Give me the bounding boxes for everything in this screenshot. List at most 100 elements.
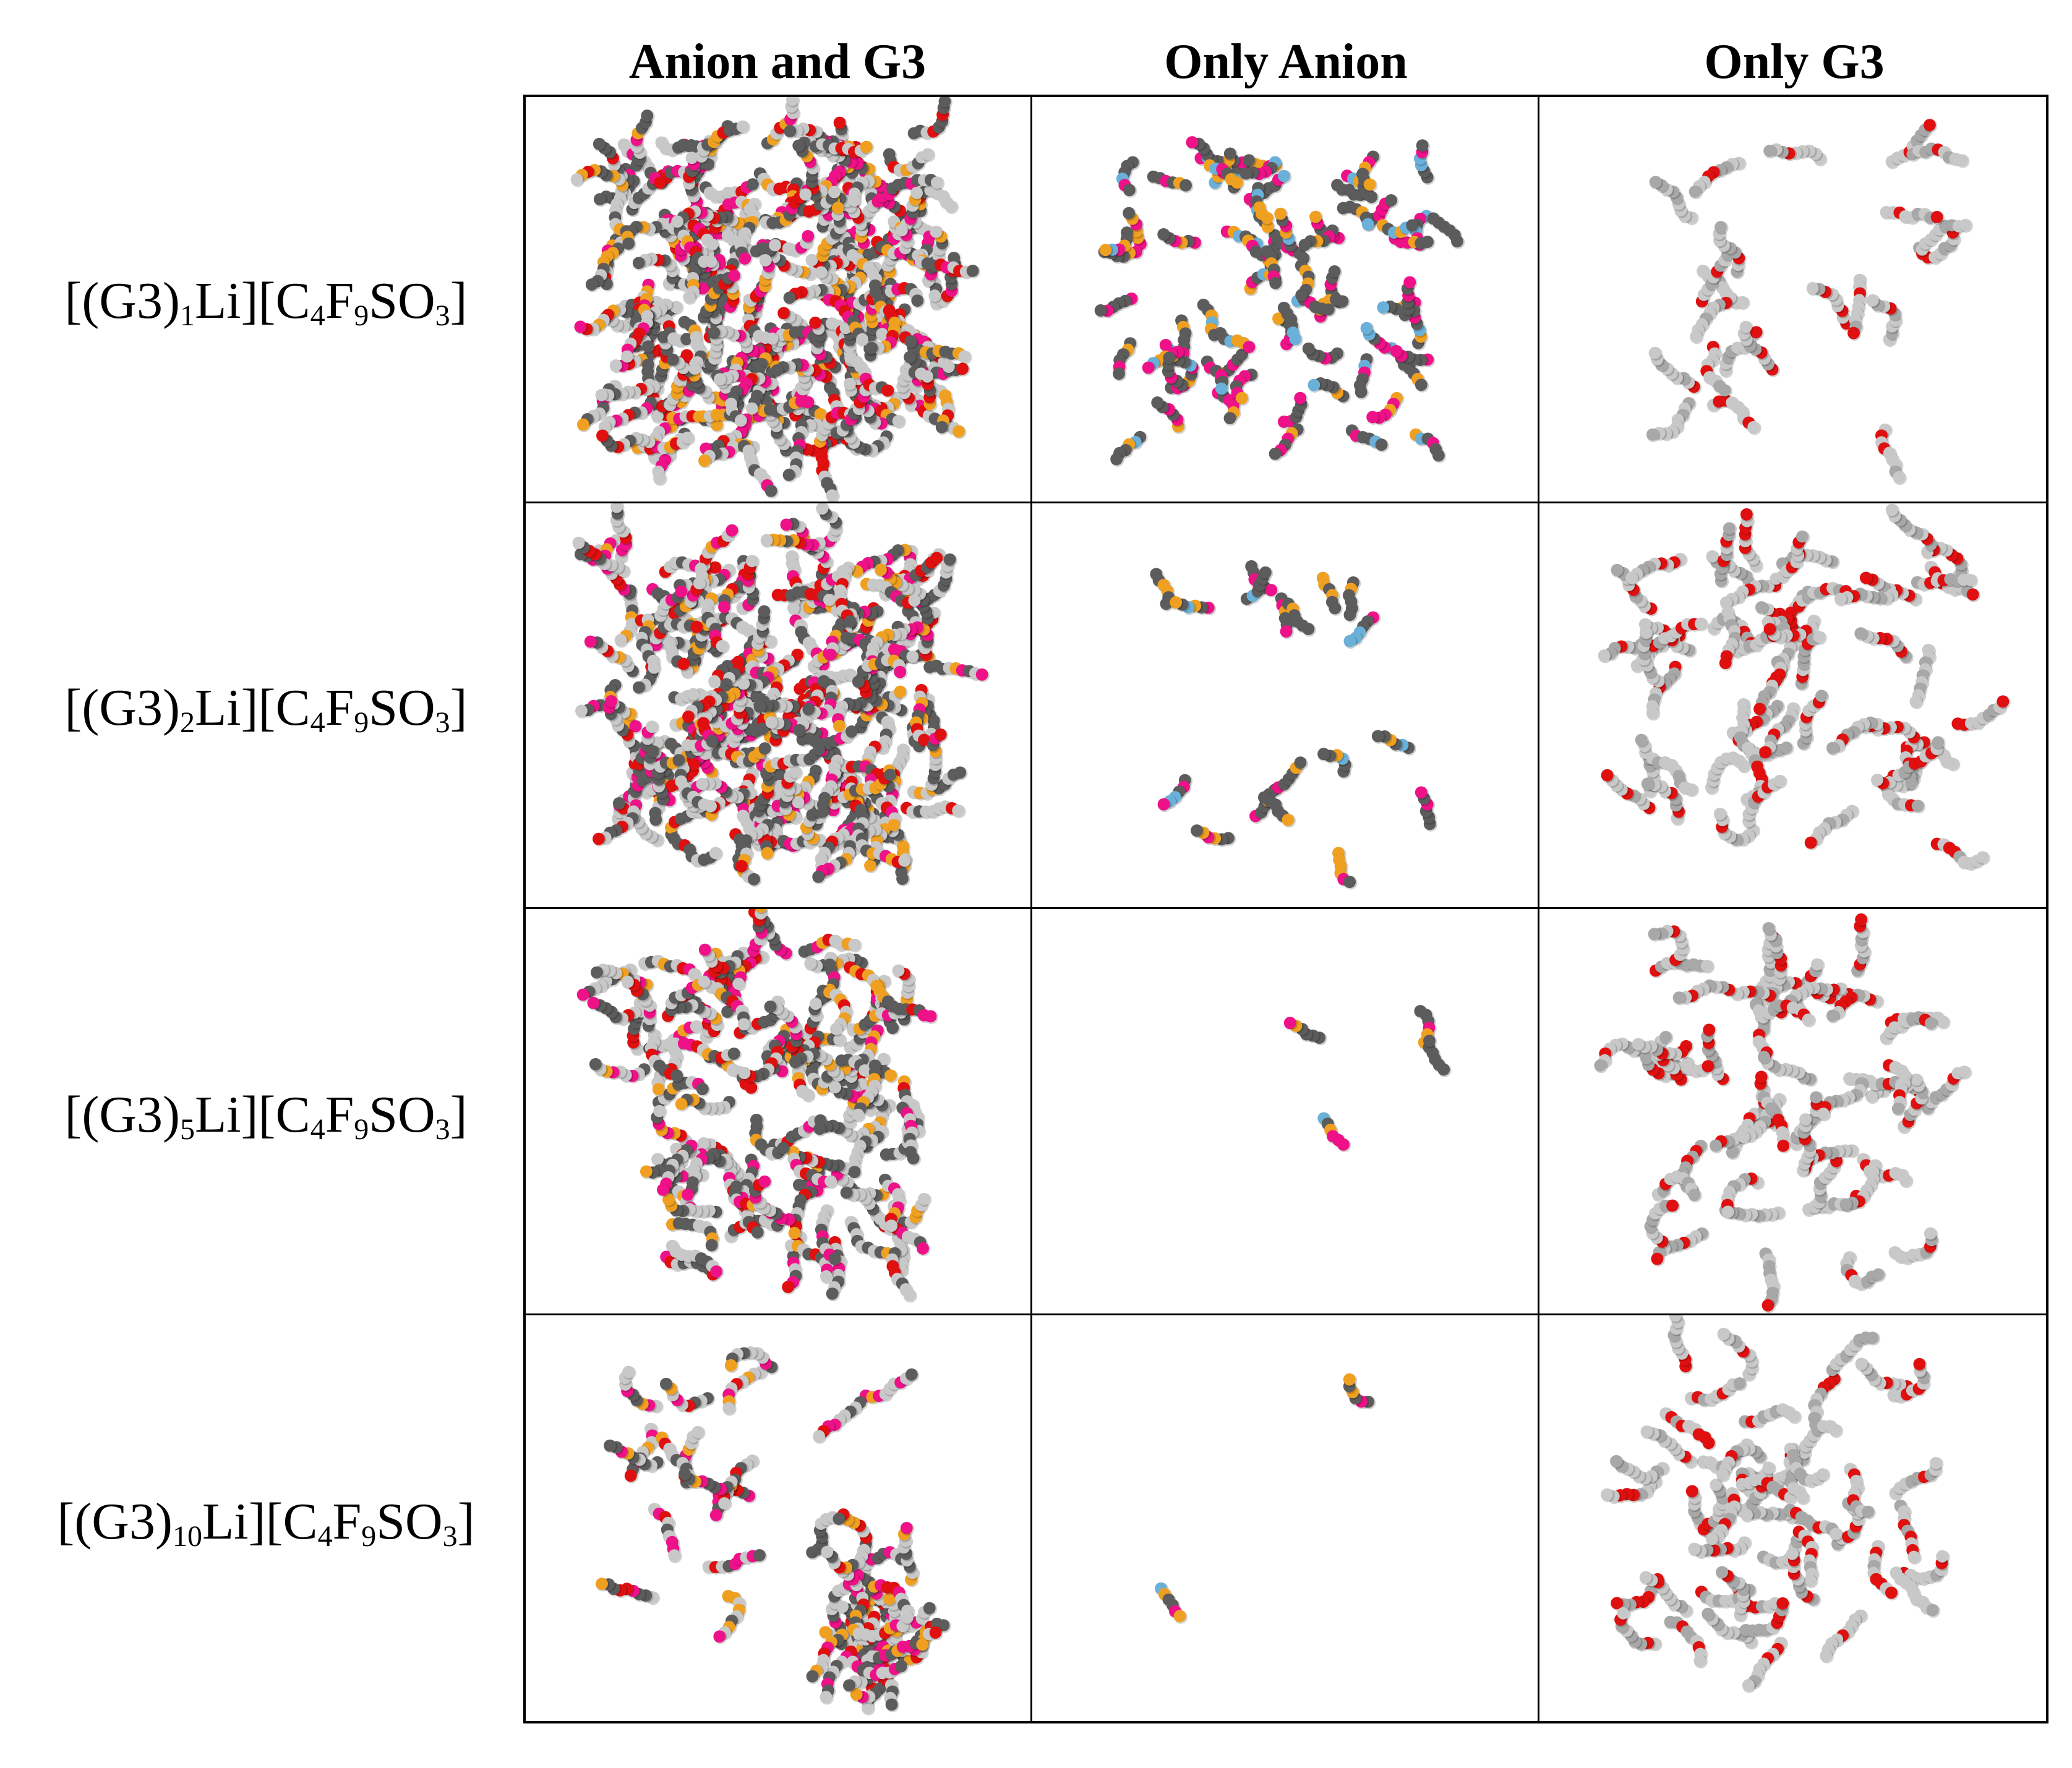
atom-sphere: [1329, 265, 1341, 278]
atom-sphere: [714, 373, 726, 386]
atom-sphere: [809, 317, 822, 329]
atom-sphere: [620, 350, 633, 363]
atom-sphere: [709, 561, 722, 574]
atom-sphere: [745, 402, 758, 415]
atom-sphere: [671, 215, 684, 228]
atom-sphere: [669, 301, 682, 314]
atom-sphere: [1239, 167, 1252, 180]
atom-sphere: [938, 97, 951, 108]
atom-sphere: [585, 278, 598, 291]
atom-sphere: [1377, 301, 1390, 314]
atom-sphere: [1163, 351, 1176, 364]
molecular-snapshot-icon: [1095, 136, 1465, 467]
atom-sphere: [706, 238, 719, 251]
atom-sphere: [734, 414, 747, 427]
atom-sphere: [1123, 207, 1136, 220]
atom-sphere: [764, 484, 777, 497]
atom-sphere: [708, 327, 721, 340]
atom-sphere: [1179, 179, 1192, 192]
atom-sphere: [1224, 147, 1237, 160]
atom-sphere: [783, 291, 796, 304]
atom-sphere: [769, 239, 782, 252]
atom-sphere: [799, 188, 812, 201]
atom-sphere: [698, 455, 711, 467]
atom-sphere: [759, 254, 772, 267]
atom-sphere: [1866, 294, 1879, 307]
row-label-g3-5: [(G3)5Li][C4F9SO3]: [64, 1086, 468, 1146]
atom-sphere: [738, 252, 751, 265]
atom-sphere: [771, 364, 784, 377]
atom-sphere: [1959, 218, 1972, 231]
atom-sphere: [1099, 244, 1112, 257]
atom-sphere: [904, 351, 917, 364]
atom-sphere: [1123, 184, 1136, 197]
atom-sphere: [881, 384, 894, 397]
atom-sphere: [711, 419, 723, 432]
atom-sphere: [782, 469, 795, 481]
atom-sphere: [576, 418, 589, 431]
atom-sphere: [641, 109, 654, 122]
column-header-only-anion: Only Anion: [1164, 35, 1408, 89]
atom-sphere: [680, 349, 693, 362]
atom-sphere: [935, 421, 948, 433]
atom-sphere: [1308, 378, 1321, 391]
panel-g3-1-only-g3: [1539, 97, 2046, 503]
atom-sphere: [1231, 176, 1244, 189]
atom-sphere: [1294, 391, 1307, 404]
atom-sphere: [844, 377, 856, 390]
atom-sphere: [921, 370, 934, 383]
atom-sphere: [629, 719, 642, 732]
atom-sphere: [1365, 190, 1378, 203]
column-header-only-g3: Only G3: [1704, 35, 1885, 89]
atom-sphere: [681, 431, 694, 444]
atom-sphere: [651, 409, 664, 422]
atom-sphere: [1278, 169, 1291, 182]
panel-g3-2-anion-and-g3: [526, 503, 1033, 909]
atom-sphere: [1385, 194, 1398, 207]
atom-sphere: [632, 257, 645, 270]
atom-sphere: [1243, 341, 1256, 353]
atom-sphere: [1714, 221, 1727, 234]
atom-sphere: [956, 362, 969, 375]
atom-sphere: [954, 766, 967, 779]
atom-sphere: [833, 116, 846, 129]
atom-sphere: [653, 472, 666, 485]
atom-sphere: [1298, 239, 1311, 251]
atom-sphere: [728, 269, 740, 282]
molecular-snapshot-icon: [1646, 119, 1973, 485]
atom-sphere: [1322, 303, 1335, 316]
snapshot-grid: [523, 95, 2048, 1723]
atom-sphere: [593, 193, 606, 206]
atom-sphere: [1451, 235, 1464, 248]
atom-sphere: [1262, 220, 1275, 233]
atom-sphere: [802, 396, 815, 409]
atom-sphere: [921, 148, 934, 161]
atom-sphere: [574, 320, 587, 333]
atom-sphere: [777, 307, 790, 320]
atom-sphere: [736, 120, 749, 133]
atom-sphere: [942, 361, 955, 374]
atom-sphere: [680, 333, 693, 346]
atom-sphere: [910, 187, 923, 199]
atom-sphere: [930, 225, 943, 238]
atom-sphere: [958, 350, 971, 363]
atom-sphere: [667, 353, 679, 366]
atom-sphere: [792, 139, 805, 152]
atom-sphere: [747, 178, 759, 190]
atom-sphere: [786, 97, 798, 106]
atom-sphere: [685, 152, 698, 164]
atom-sphere: [1151, 396, 1164, 409]
atom-sphere: [826, 489, 839, 502]
atom-sphere: [1689, 330, 1702, 343]
atom-sphere: [1806, 282, 1819, 294]
atom-sphere: [860, 140, 873, 153]
row-label-g3-2: [(G3)2Li][C4F9SO3]: [64, 679, 468, 739]
atom-sphere: [1295, 289, 1308, 302]
atom-sphere: [609, 359, 622, 372]
atom-sphere: [1142, 361, 1155, 374]
atom-sphere: [1739, 320, 1752, 333]
atom-sphere: [596, 429, 609, 442]
atom-sphere: [683, 291, 696, 304]
atom-sphere: [1648, 346, 1661, 359]
atom-sphere: [1366, 411, 1379, 424]
